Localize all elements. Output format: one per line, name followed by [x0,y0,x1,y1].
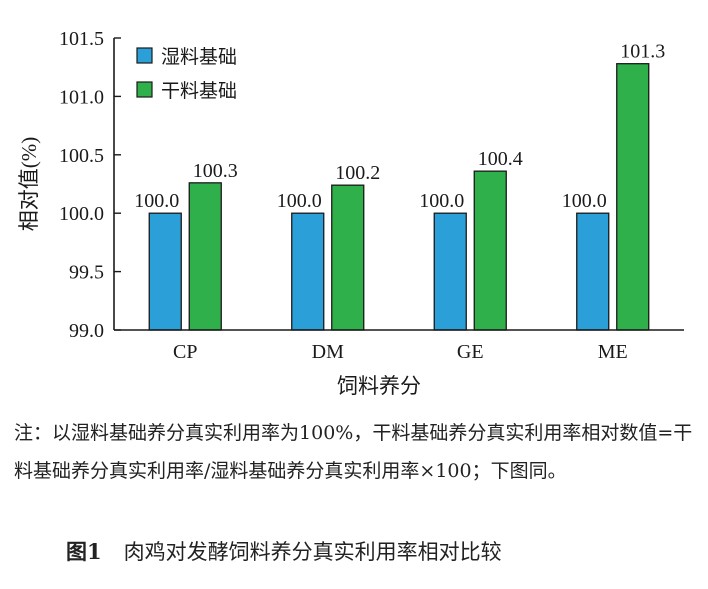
data-label: 100.2 [335,162,380,184]
x-category-label: GE [457,341,484,363]
x-category-label: CP [173,341,197,363]
x-axis-title: 饲料养分 [337,374,421,398]
y-tick-label: 100.0 [59,203,104,225]
bar-wet-ge [433,212,467,331]
figure-title: 肉鸡对发酵饲料养分真实利用率相对比较 [123,540,502,564]
bar-dry-ge [473,170,507,331]
y-tick-label: 99.0 [69,320,104,342]
y-tick-label: 101.5 [59,28,104,50]
y-tick-label: 99.5 [69,262,104,284]
legend-label: 干料基础 [161,80,237,102]
legend-swatch [136,81,153,98]
y-axis-ticks: 99.0 99.5 100.0 100.5 101.0 101.5 [59,28,121,342]
note-prefix: 注： [14,422,53,444]
figure-caption: 图1 肉鸡对发酵饲料养分真实利用率相对比较 [66,536,502,566]
bars [148,63,650,331]
bar-wet-dm [291,212,325,331]
data-label: 100.0 [277,190,322,212]
data-label: 100.3 [193,160,238,182]
data-labels: 100.0 100.3 100.0 100.2 100.0 100.4 100.0 101.3 [134,41,665,213]
data-label: 101.3 [620,41,665,63]
bar-wet-cp [148,212,182,331]
data-label: 100.0 [562,190,607,212]
bar-wet-me [576,212,610,331]
data-label: 100.4 [478,148,523,170]
y-axis-title: 相对值(%) [17,137,41,231]
bar-dry-dm [331,184,365,331]
y-tick-label: 100.5 [59,145,104,167]
y-tick-label: 101.0 [59,86,104,108]
data-label: 100.0 [134,190,179,212]
note-text: 以湿料基础养分真实利用率为100%，干料基础养分真实利用率相对数值=干料基础养分… [14,422,693,482]
legend-label: 湿料基础 [161,46,237,68]
x-category-label: DM [312,341,344,363]
legend-swatch [136,47,153,64]
bar-dry-cp [188,182,222,331]
data-label: 100.0 [419,190,464,212]
figure-number: 图1 [66,539,102,564]
x-category-label: ME [598,341,628,363]
x-axis-category-labels: CP DM GE ME [173,341,628,363]
figure-note: 注：以湿料基础养分真实利用率为100%，干料基础养分真实利用率相对数值=干料基础… [14,414,698,490]
bar-dry-me [616,63,650,331]
